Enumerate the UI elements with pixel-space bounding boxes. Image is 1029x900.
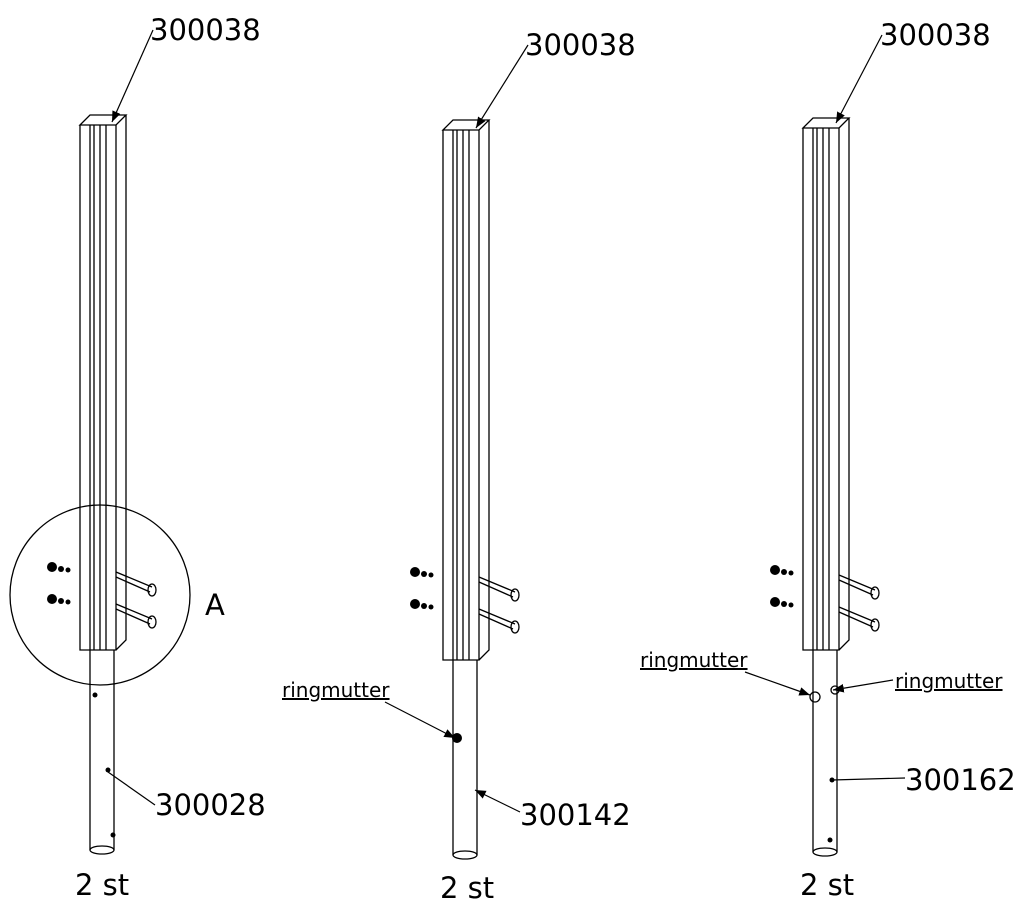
- leader: [831, 777, 906, 781]
- part-shape: [147, 615, 157, 629]
- part-shape: [79, 115, 127, 651]
- part-shape: [105, 767, 111, 773]
- part-shape: [58, 566, 64, 572]
- leader: [835, 34, 883, 124]
- detail-circle: [9, 504, 191, 686]
- part-shape: [802, 118, 850, 651]
- part-number: 300038: [150, 13, 261, 47]
- leader: [744, 671, 811, 696]
- part-shape: [870, 586, 880, 600]
- part-shape: [65, 599, 71, 605]
- part-shape: [442, 120, 490, 661]
- part-shape: [838, 606, 876, 628]
- part-shape: [410, 599, 420, 609]
- part-shape: [770, 597, 780, 607]
- part-shape: [110, 832, 116, 838]
- part-shape: [781, 569, 787, 575]
- part-shape: [770, 565, 780, 575]
- part-shape: [115, 603, 153, 625]
- leader: [384, 701, 456, 739]
- nut-label: ringmutter: [895, 669, 1003, 693]
- part-shape: [801, 117, 851, 129]
- leader: [832, 679, 894, 693]
- part-shape: [788, 570, 794, 576]
- part-shape: [58, 598, 64, 604]
- part-shape: [812, 847, 838, 857]
- part-shape: [92, 692, 98, 698]
- part-shape: [428, 572, 434, 578]
- leader: [474, 789, 521, 813]
- part-shape: [510, 588, 520, 602]
- leader: [107, 771, 156, 806]
- part-shape: [788, 602, 794, 608]
- part-shape: [65, 567, 71, 573]
- parts: [47, 114, 880, 860]
- part-shape: [47, 562, 57, 572]
- part-shape: [410, 567, 420, 577]
- leader: [475, 44, 529, 129]
- part-shape: [781, 601, 787, 607]
- part-shape: [89, 650, 115, 850]
- part-shape: [78, 114, 128, 126]
- part-shape: [870, 618, 880, 632]
- part-shape: [478, 608, 516, 630]
- quantity: 2 st: [800, 868, 854, 900]
- part-number: 300038: [880, 18, 991, 52]
- quantity: 2 st: [75, 868, 129, 900]
- part-shape: [452, 850, 478, 860]
- part-number: 300142: [520, 798, 631, 832]
- part-shape: [827, 837, 833, 843]
- part-shape: [89, 845, 115, 855]
- part-number: 300038: [525, 28, 636, 62]
- part-shape: [812, 650, 838, 852]
- part-number: 300028: [155, 788, 266, 822]
- part-shape: [115, 571, 153, 593]
- part-shape: [428, 604, 434, 610]
- leader: [111, 29, 154, 123]
- part-shape: [421, 571, 427, 577]
- part-shape: [47, 594, 57, 604]
- quantity: 2 st: [440, 871, 494, 900]
- detail-label: A: [205, 588, 225, 622]
- part-shape: [478, 576, 516, 598]
- part-shape: [147, 583, 157, 597]
- part-shape: [441, 119, 491, 131]
- part-shape: [809, 691, 821, 703]
- part-shape: [838, 574, 876, 596]
- part-shape: [421, 603, 427, 609]
- part-shape: [452, 733, 462, 743]
- part-shape: [510, 620, 520, 634]
- nut-label: ringmutter: [640, 648, 748, 672]
- part-number: 300162: [905, 763, 1016, 797]
- nut-label: ringmutter: [282, 678, 390, 702]
- part-shape: [452, 660, 478, 855]
